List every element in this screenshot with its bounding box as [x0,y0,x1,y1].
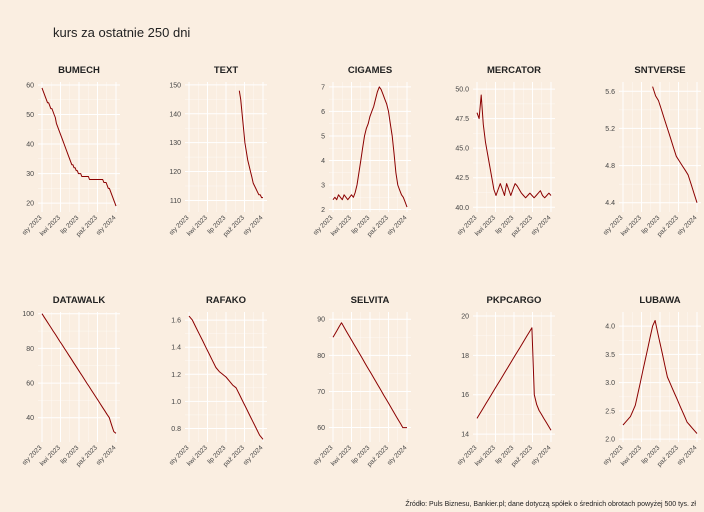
y-tick-label: 90 [317,317,325,324]
x-tick-label: kwi 2023 [39,214,62,237]
price-line [238,90,263,199]
x-tick-label: sty 2024 [95,444,118,467]
y-tick-label: 4.0 [605,324,615,331]
y-tick-label: 150 [169,82,181,89]
y-tick-label: 7 [321,84,325,91]
y-tick-label: 100 [22,311,34,318]
price-line [476,327,552,431]
panel-title: TEXT [214,65,238,76]
x-tick-label: sty 2024 [676,444,699,467]
price-line [652,86,698,203]
price-line [41,313,117,434]
price-line [41,87,117,207]
y-tick-label: 1.0 [171,399,181,406]
price-line [188,315,264,440]
y-tick-label: 6 [321,109,325,116]
x-tick-label: sty 2024 [242,214,265,237]
y-tick-label: 16 [461,392,469,399]
y-tick-label: 5 [321,133,325,140]
x-tick-label: sty 2024 [530,214,553,237]
y-tick-label: 1.4 [171,345,181,352]
panel-title: SELVITA [351,295,390,306]
y-tick-label: 2.0 [605,437,615,444]
panel-title: SNTVERSE [634,65,685,76]
y-tick-label: 140 [169,111,181,118]
panel-title: BUMECH [58,65,100,76]
panel-title: CIGAMES [348,65,392,76]
source-caption: Źródło: Puls Biznesu, Bankier.pl; dane d… [405,501,696,508]
x-tick-label: kwi 2023 [620,444,643,467]
y-tick-label: 4.4 [605,200,615,207]
x-tick-label: kwi 2023 [39,444,62,467]
y-tick-label: 50.0 [455,87,469,94]
y-tick-label: 0.8 [171,426,181,433]
x-tick-label: kwi 2023 [330,444,353,467]
panel-title: PKPCARGO [487,295,542,306]
panel-title: DATAWALK [53,295,106,306]
y-tick-label: 1.2 [171,372,181,379]
y-tick-label: 60 [26,82,34,89]
y-tick-label: 18 [461,353,469,360]
x-tick-label: sty 2024 [530,444,553,467]
y-tick-label: 42.5 [455,175,469,182]
y-tick-label: 5.2 [605,126,615,133]
y-tick-label: 4 [321,158,325,165]
y-tick-label: 60 [317,425,325,432]
y-tick-label: 4.8 [605,163,615,170]
y-tick-label: 50 [26,112,34,119]
price-line [622,320,698,434]
x-tick-label: kwi 2023 [186,444,209,467]
y-tick-label: 45.0 [455,146,469,153]
price-line [332,322,407,429]
y-tick-label: 120 [169,169,181,176]
page-title: kurs za ostatnie 250 dni [53,25,191,40]
y-tick-label: 70 [317,389,325,396]
x-tick-label: sty 2024 [95,214,118,237]
panel-title: LUBAWA [639,295,680,306]
x-tick-label: kwi 2023 [474,444,497,467]
y-tick-label: 60 [26,381,34,388]
y-tick-label: 2 [321,207,325,214]
y-tick-label: 20 [26,201,34,208]
y-tick-label: 80 [317,353,325,360]
y-tick-label: 110 [170,198,181,205]
y-tick-label: 5.6 [605,89,615,96]
y-tick-label: 3.5 [605,352,615,359]
y-tick-label: 40 [26,415,34,422]
y-tick-label: 47.5 [455,116,469,123]
x-tick-label: sty 2024 [386,444,409,467]
y-tick-label: 40.0 [455,205,469,212]
x-tick-label: sty 2024 [386,214,409,237]
x-tick-label: kwi 2023 [330,214,353,237]
y-tick-label: 80 [26,346,34,353]
x-tick-label: kwi 2023 [186,214,209,237]
y-tick-label: 3.0 [605,380,615,387]
x-tick-label: kwi 2023 [474,214,497,237]
y-tick-label: 40 [26,142,34,149]
x-tick-label: sty 2024 [242,444,265,467]
y-tick-label: 30 [26,171,34,178]
x-tick-label: sty 2024 [676,214,699,237]
y-tick-label: 1.6 [171,318,181,325]
y-tick-label: 20 [461,313,469,320]
y-tick-label: 14 [461,432,469,439]
x-tick-label: kwi 2023 [620,214,643,237]
y-tick-label: 3 [321,183,325,190]
y-tick-label: 2.5 [605,408,615,415]
price-line [332,86,408,208]
price-line [476,94,552,199]
panel-title: RAFAKO [206,295,246,306]
y-tick-label: 130 [169,140,181,147]
panel-title: MERCATOR [487,65,541,76]
